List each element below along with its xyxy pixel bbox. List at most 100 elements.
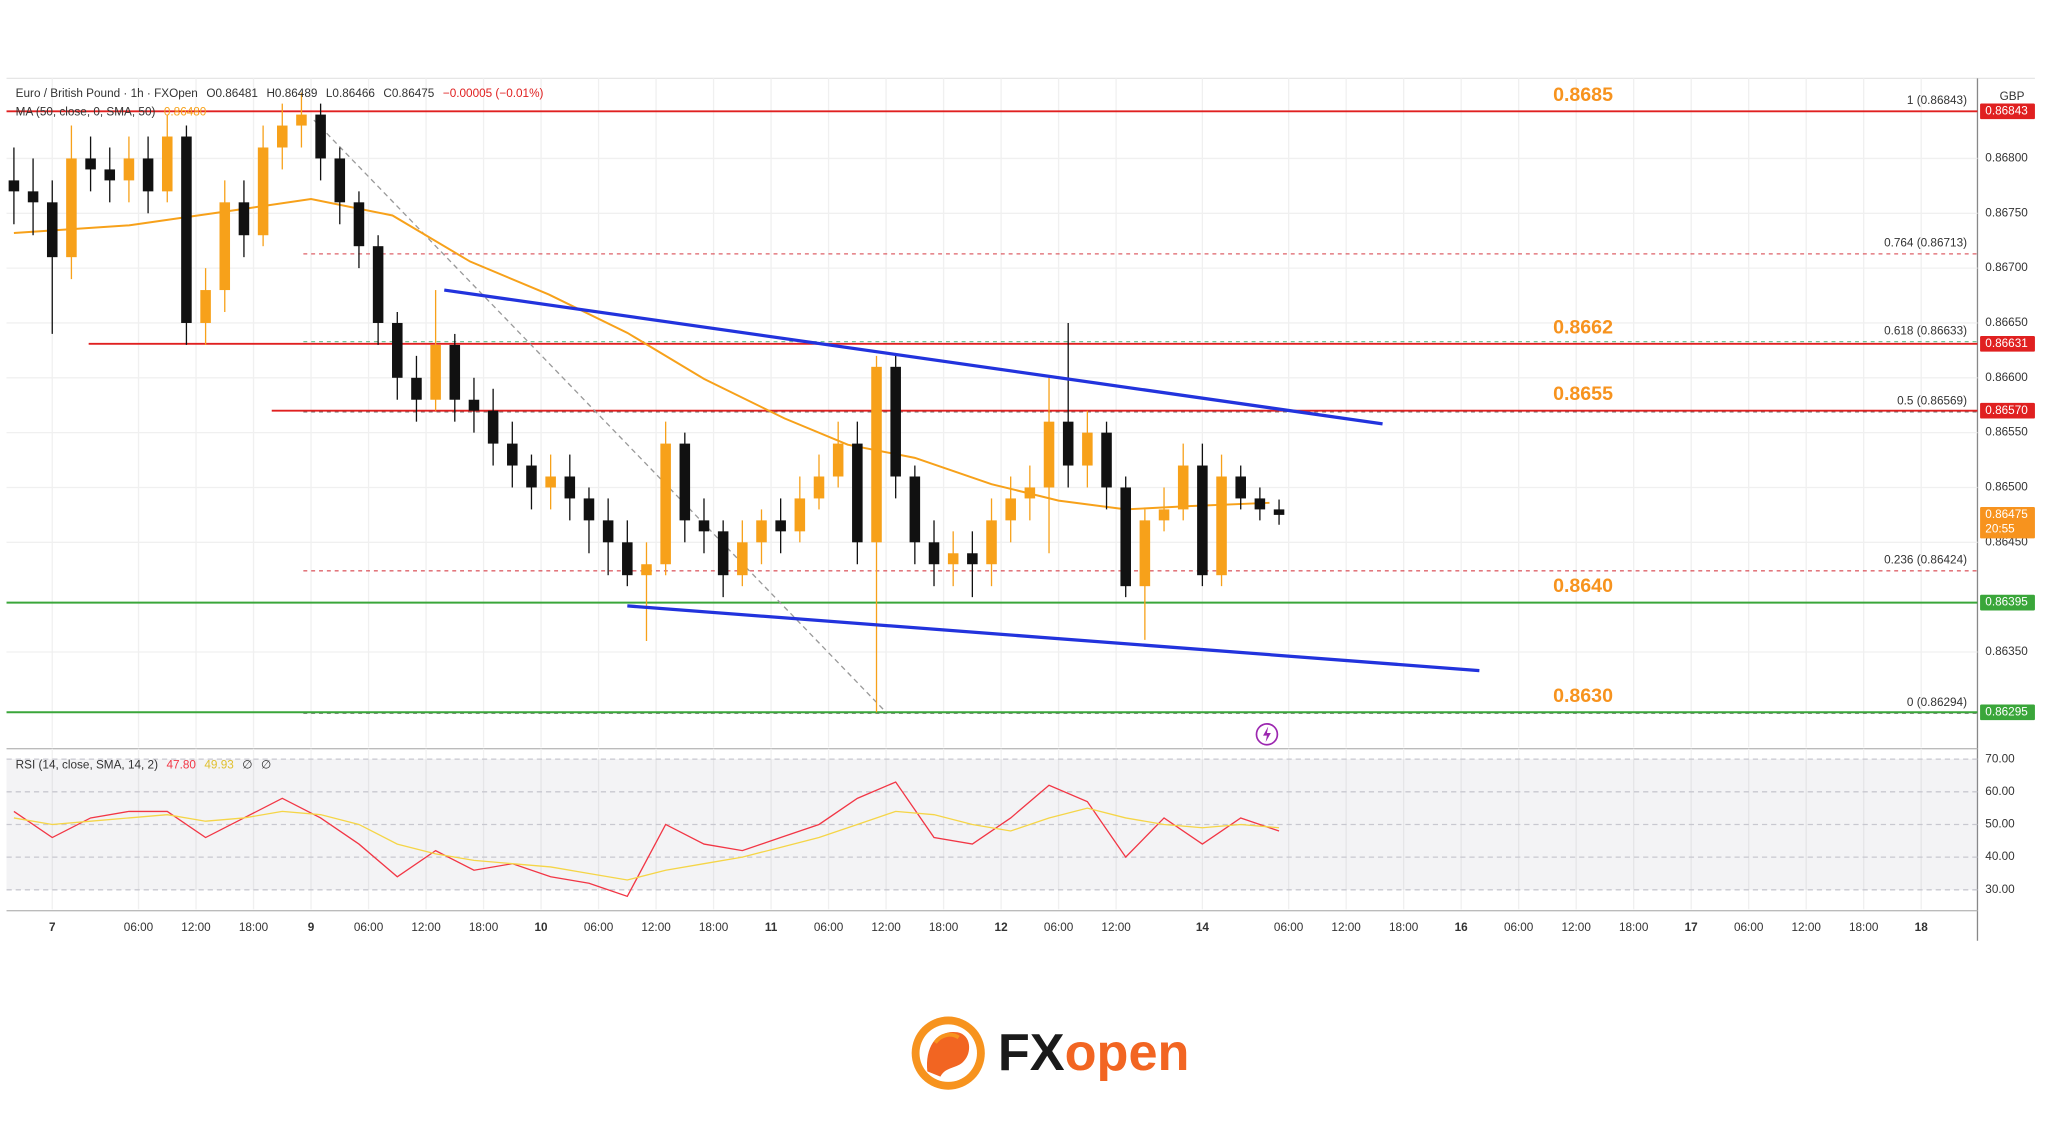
candle-body [813, 476, 825, 499]
candle-body [257, 147, 269, 236]
candle-body [890, 366, 901, 477]
logo-fx: FXopen [998, 1024, 1190, 1082]
candle-body [986, 520, 997, 565]
y-tick-label: 0.86700 [1985, 261, 2028, 274]
x-tick-label: 12:00 [871, 921, 901, 934]
level-label: 0.8655 [1553, 383, 1613, 405]
x-tick-label: 18:00 [1389, 921, 1419, 934]
ma-header: MA (50, close, 0, SMA, 50) 0.86480 [16, 105, 207, 118]
fib-label: 0.236 (0.86424) [1884, 553, 1967, 566]
logo: FXopen [911, 1016, 1190, 1090]
candle-body [717, 531, 729, 576]
x-tick-label: 10 [535, 921, 549, 934]
rsi-reading: 49.93 [204, 759, 234, 772]
candle-body [698, 520, 710, 532]
x-tick-label: 06:00 [124, 921, 154, 934]
rsi-tick-label: 30.00 [1985, 883, 2015, 896]
candle-body [507, 443, 518, 466]
x-tick-label: 12:00 [181, 921, 211, 934]
candle-body [104, 169, 116, 181]
rsi-line [13, 807, 1280, 881]
price-badge-label: 0.86631 [1985, 337, 2027, 350]
candle-body [775, 520, 786, 532]
price-badge [1980, 335, 2035, 352]
rsi-tick-label: 50.00 [1985, 818, 2015, 831]
x-tick-label: 18:00 [469, 921, 499, 934]
candle-body [411, 377, 422, 400]
candle-body [449, 344, 461, 400]
candle-body [602, 520, 614, 543]
x-tick-label: 16 [1455, 921, 1469, 934]
x-tick-label: 06:00 [354, 921, 384, 934]
logo-open-text: open [1065, 1024, 1190, 1082]
y-tick-label: 0.86600 [1985, 371, 2028, 384]
candle-body [1024, 487, 1036, 499]
price-badge [1980, 507, 2035, 539]
x-tick-label: 06:00 [1504, 921, 1534, 934]
chart-header: Euro / British Pound · 1h · FXOpen O0.86… [16, 87, 544, 100]
candle-body [1177, 465, 1189, 510]
y-tick-label: 0.86350 [1985, 645, 2028, 658]
candle-body [8, 180, 20, 192]
level-label: 0.8640 [1553, 575, 1613, 597]
rsi-label: RSI (14, close, SMA, 14, 2) [16, 759, 158, 772]
rsi-reading: 47.80 [167, 759, 197, 772]
candle-body [200, 290, 211, 323]
price-badge-label: 0.86570 [1985, 404, 2028, 417]
candle-body [372, 246, 384, 323]
price-badge-label: 0.86295 [1985, 705, 2028, 718]
x-tick-label: 18:00 [1849, 921, 1879, 934]
y-tick-label: 0.86450 [1985, 535, 2028, 548]
candle-body [1235, 476, 1246, 499]
candle-body [315, 114, 326, 159]
axes: 7 06:00 12:00 18:00 9 06:00 12:00 18:00 10 06:00 1… [49, 103, 2035, 934]
candle-body [909, 476, 921, 543]
level-label: 0.8685 [1553, 84, 1613, 106]
candle-body [487, 410, 499, 444]
candle-body [353, 202, 365, 247]
candle-body [1043, 421, 1055, 488]
x-tick-label: 17 [1685, 921, 1699, 934]
x-tick-label: 12:00 [1101, 921, 1131, 934]
candle-body [660, 443, 671, 565]
level-label: 0.8630 [1553, 685, 1613, 707]
price-badge [1980, 704, 2035, 721]
x-tick-label: 11 [765, 921, 778, 934]
rsi-tick-label: 60.00 [1985, 785, 2015, 798]
price-badge [1980, 594, 2035, 611]
x-tick-label: 7 [49, 921, 56, 934]
price-badge-label: 0.86475 [1985, 508, 2028, 521]
logo-fx-text: FX [998, 1024, 1065, 1082]
candle-body [468, 399, 480, 411]
x-tick-label: 12 [995, 921, 1009, 934]
candle-body [852, 443, 863, 543]
candle-body [545, 476, 556, 488]
price-badge [1980, 103, 2035, 120]
open-value: O0.86481 [206, 87, 258, 100]
candle-body [277, 125, 288, 148]
fib-label: 0 (0.86294) [1907, 696, 1967, 709]
high-value: H0.86489 [266, 87, 317, 100]
currency-label: GBP [2000, 90, 2025, 103]
close-value: C0.86475 [383, 87, 434, 100]
x-tick-label: 14 [1196, 921, 1210, 934]
candle-body [1120, 487, 1131, 587]
candle-body [564, 476, 576, 499]
candle-body [1158, 509, 1170, 521]
candle-body [928, 542, 940, 565]
candle-body [583, 498, 595, 521]
price-badge [1980, 402, 2035, 419]
candle-body [1101, 432, 1112, 488]
candle-body [737, 542, 748, 576]
candle-body [27, 191, 39, 203]
candle-body [526, 465, 537, 488]
candle-body [296, 114, 307, 126]
candle-body [947, 553, 959, 565]
price-badge-label: 0.86395 [1985, 596, 2028, 609]
candle-body [1273, 509, 1285, 515]
candle-body [794, 498, 806, 532]
level-label: 0.8662 [1553, 316, 1613, 338]
price-badge-label: 0.86843 [1985, 104, 2028, 117]
y-tick-label: 0.86750 [1985, 206, 2028, 219]
